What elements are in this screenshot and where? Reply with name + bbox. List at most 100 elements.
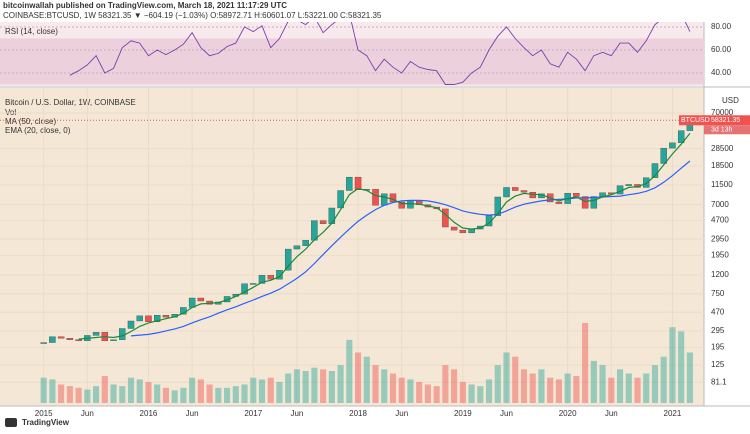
volume-bar [608, 377, 615, 403]
volume-bar [75, 387, 82, 403]
y-tick-label: 470 [711, 307, 725, 316]
volume-bar [555, 379, 562, 403]
rsi-title: RSI (14, close) [5, 27, 58, 36]
candle [669, 142, 676, 149]
volume-bar [459, 381, 466, 403]
axes: 80.00 60.00 40.00 70000 28500 18500 11500 7000 4… [35, 22, 750, 418]
candle [119, 328, 126, 340]
price-title: Bitcoin / U.S. Dollar, 1W, COINBASE [5, 98, 136, 107]
x-tick-label: Jun [395, 409, 408, 418]
rsi-plot [0, 22, 704, 85]
candle [677, 130, 685, 143]
x-tick-label: 2016 [140, 409, 158, 418]
volume-bar [267, 377, 274, 403]
candle [590, 196, 598, 209]
rsi-line [69, 22, 691, 85]
volume-bar [223, 387, 231, 403]
y-tick-label: 4700 [711, 216, 729, 225]
candle [442, 208, 449, 228]
symbol-line: COINBASE:BTCUSD, 1W 58321.35 ▼ −604.19 (… [3, 11, 382, 20]
volume-bar [346, 339, 353, 403]
volume-bar [285, 373, 292, 403]
ema-line [78, 133, 691, 340]
candle [494, 196, 501, 216]
volume-bar [660, 356, 667, 403]
candle [485, 215, 493, 227]
candle [459, 229, 467, 234]
volume-bar [84, 389, 91, 403]
candle [337, 190, 344, 209]
candle [529, 191, 536, 199]
candle [520, 190, 528, 193]
y-tick-label: 195 [711, 342, 725, 351]
candle [284, 248, 292, 271]
volume-bar [643, 373, 650, 403]
volume-bar [389, 373, 397, 403]
candle [127, 320, 135, 329]
volume-bar [564, 373, 571, 403]
volume-bar [547, 377, 554, 403]
volume-bar [136, 379, 143, 403]
rsi-tick-label: 60.00 [711, 45, 732, 54]
currency: USD [722, 96, 739, 105]
candle [346, 176, 353, 191]
y-tick-label: 295 [711, 326, 725, 335]
volume-bar [66, 386, 73, 403]
volume-bar [669, 327, 676, 403]
volume-bar [110, 384, 117, 403]
volume-bar [407, 379, 414, 403]
candle [153, 315, 161, 322]
volume-bar [101, 376, 108, 403]
volume-bar [442, 365, 449, 403]
candle [267, 275, 274, 280]
candle [145, 315, 152, 322]
volume-bar [154, 384, 161, 403]
candle [276, 270, 283, 280]
volume-bar [127, 377, 135, 403]
volume-bar [171, 390, 178, 403]
volume-bar [686, 352, 693, 403]
volume-bar [49, 379, 56, 403]
volume-bar [599, 365, 606, 403]
price-tag [679, 115, 750, 126]
volume-bar [293, 369, 300, 403]
volume-bar [678, 331, 685, 403]
volume-bar [119, 386, 126, 403]
candle [643, 177, 650, 188]
volume-bar [197, 379, 204, 403]
volume-bar [206, 384, 213, 403]
volume-bar [320, 369, 327, 403]
candle [651, 163, 659, 178]
price-tag-symbol: BTCUSD [681, 117, 710, 124]
candle [302, 240, 309, 246]
y-tick-label: 28500 [711, 144, 734, 153]
volume-bar [451, 369, 458, 403]
candle [555, 201, 563, 204]
volume-bar [573, 376, 580, 403]
volume-bar [58, 384, 65, 403]
y-tick-label: 1950 [711, 251, 729, 260]
volume-bar [529, 373, 536, 403]
volume-bar [512, 356, 519, 403]
x-tick-label: 2019 [454, 409, 472, 418]
x-tick-label: 2018 [349, 409, 367, 418]
candle [328, 207, 336, 224]
candle [503, 187, 510, 198]
candle [49, 336, 56, 343]
candle [75, 339, 82, 341]
candle [66, 338, 74, 340]
candle [354, 176, 362, 190]
volume-bar [634, 377, 641, 403]
volume-bar [93, 386, 100, 403]
x-tick-label: 2020 [559, 409, 577, 418]
volume-bar [250, 377, 257, 403]
volume-bar [485, 379, 493, 403]
volume-bar [433, 386, 440, 403]
volume-bar [180, 387, 187, 403]
volume-bar [232, 386, 239, 403]
volume-bar [363, 356, 370, 403]
volume-bar [372, 365, 379, 403]
rsi-band [0, 38, 704, 85]
y-tick-label: 70000 [711, 108, 734, 117]
candle [162, 315, 170, 318]
